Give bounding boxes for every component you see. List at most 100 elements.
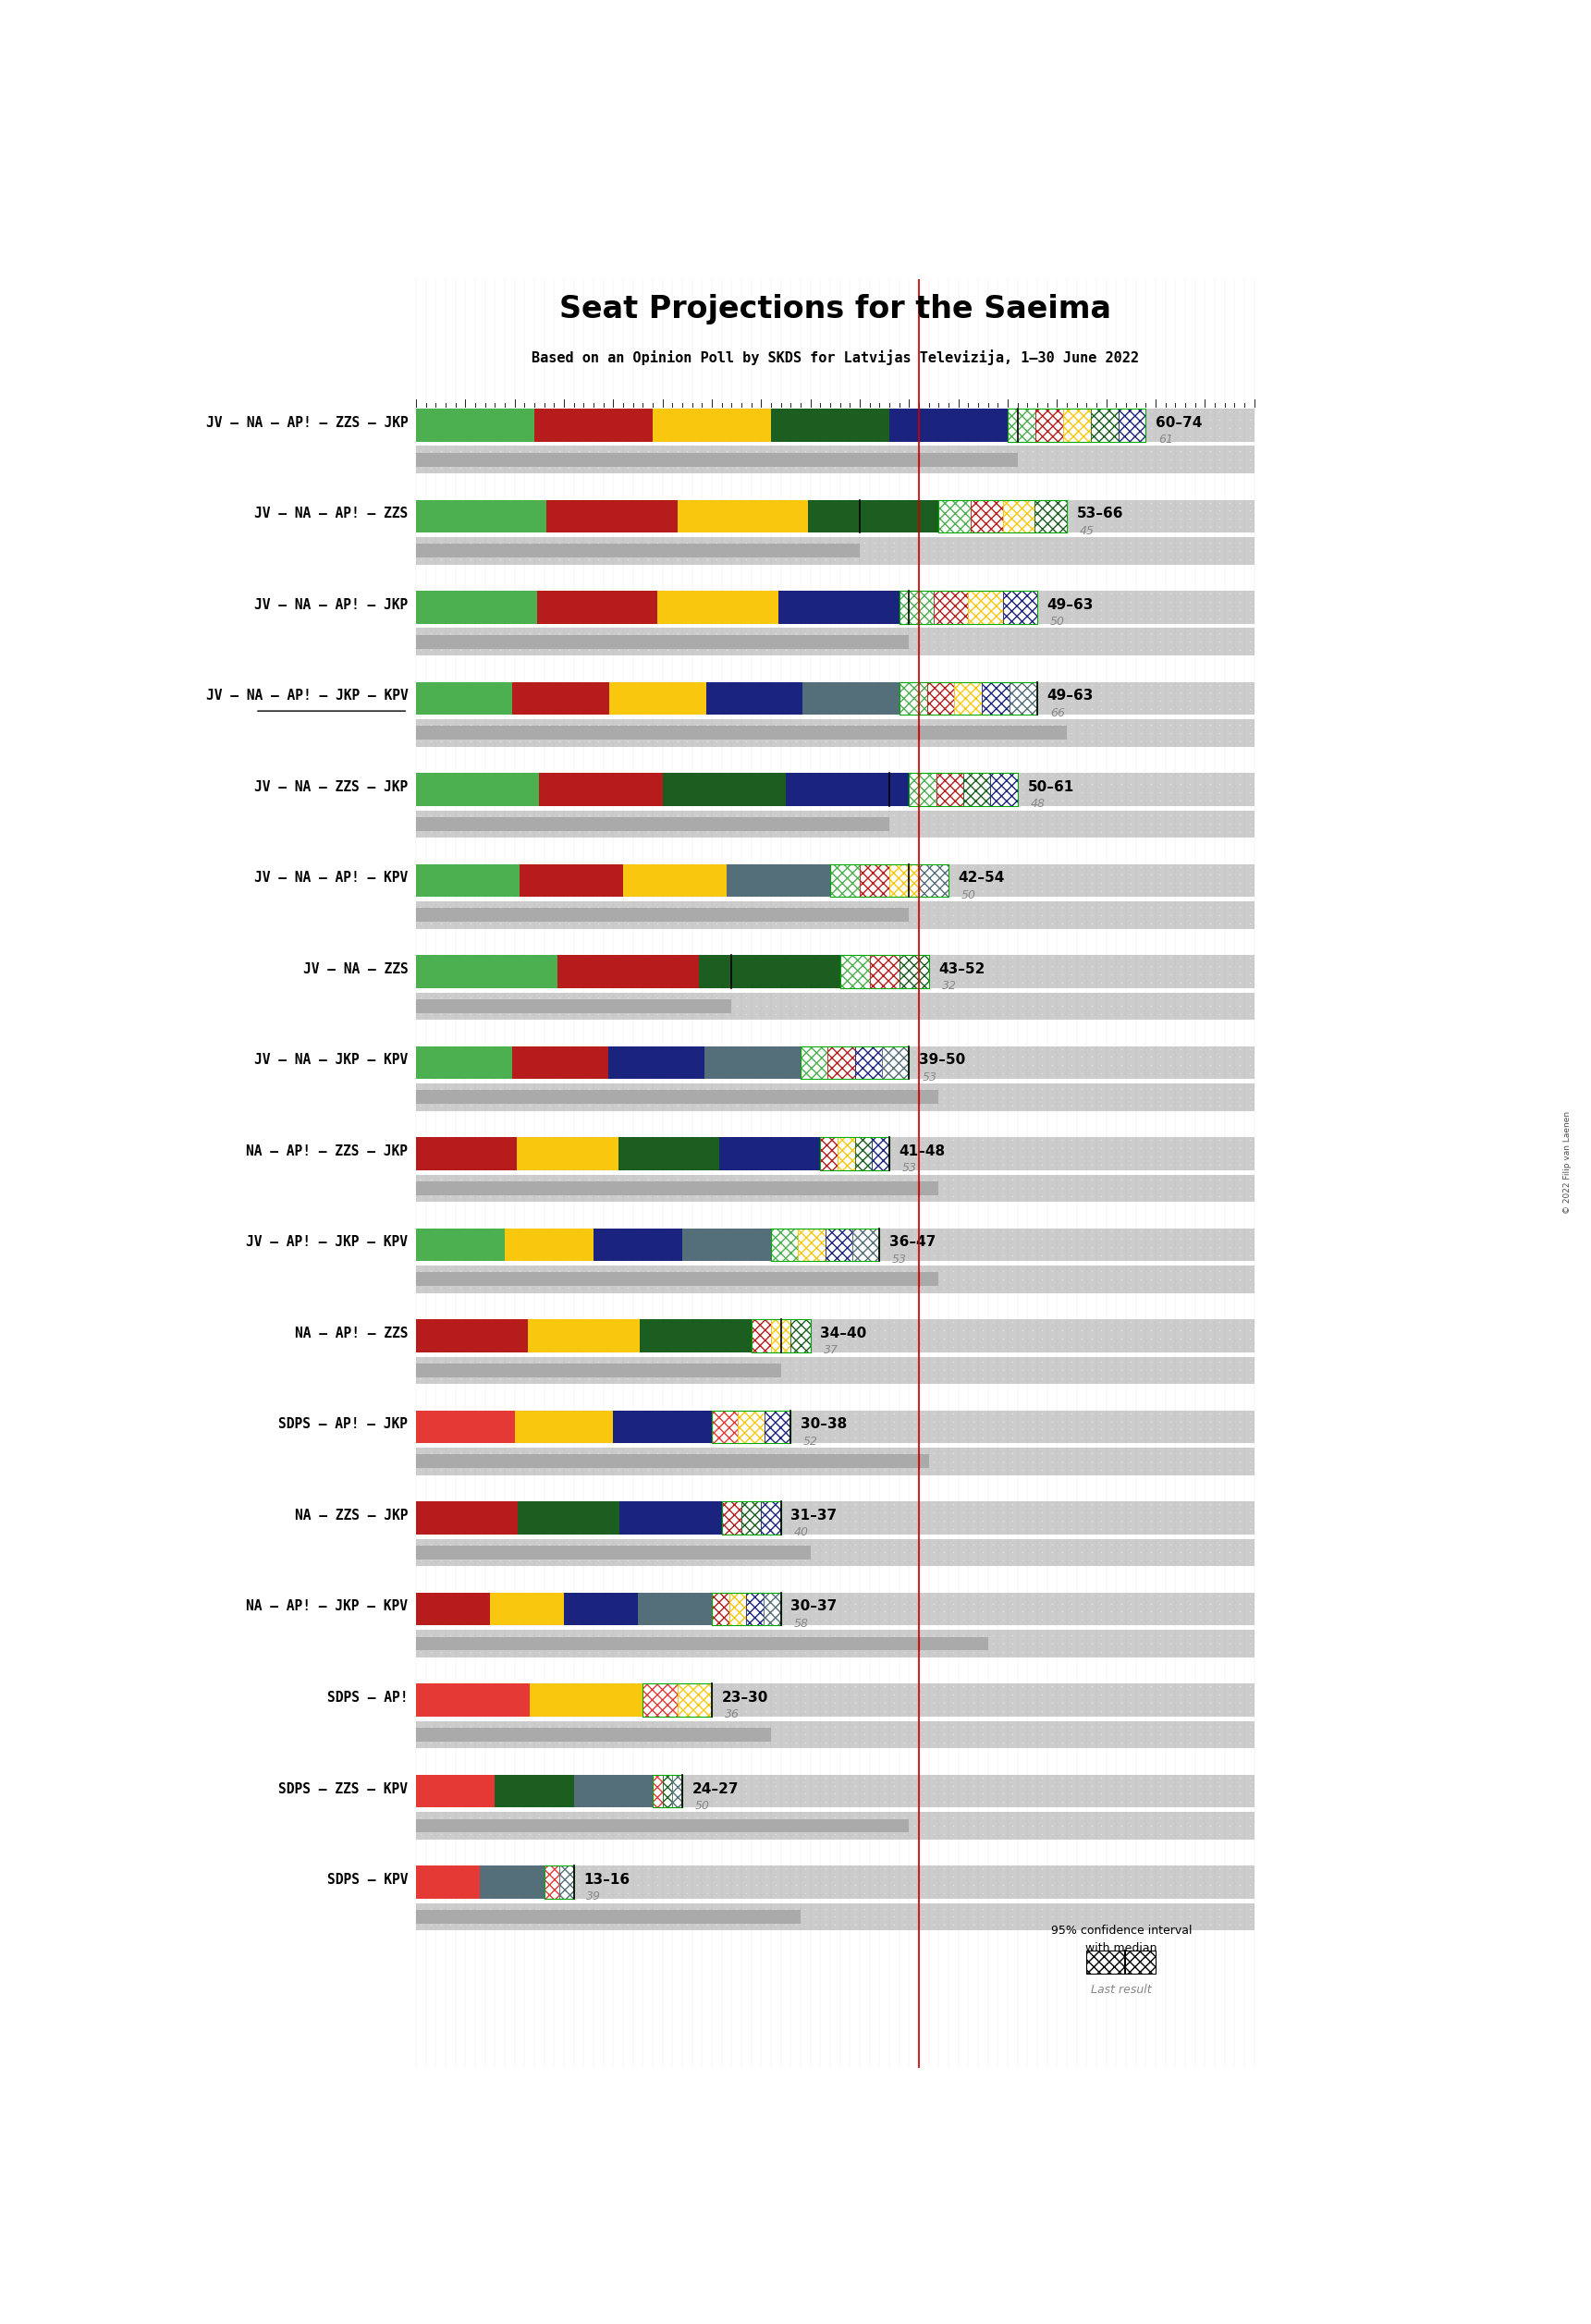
Point: [527, 690, 552, 727]
Point: [1069, 1601, 1095, 1638]
Point: [1217, 1122, 1243, 1160]
Point: [1001, 1269, 1026, 1306]
Point: [644, 432, 670, 469]
Point: [783, 690, 808, 727]
Point: [853, 865, 878, 902]
Point: [1029, 667, 1055, 704]
Point: [881, 1783, 907, 1820]
Point: [477, 1443, 503, 1480]
Point: [635, 509, 660, 546]
Point: [764, 797, 789, 834]
Point: [1236, 1815, 1262, 1852]
Point: [1128, 988, 1153, 1025]
Point: [644, 1404, 670, 1441]
Point: [940, 1808, 966, 1845]
Point: [1128, 1906, 1153, 1943]
Point: [1079, 964, 1104, 1002]
Point: [557, 449, 582, 486]
Point: [644, 1343, 670, 1380]
Point: [912, 600, 937, 637]
Point: [576, 1866, 601, 1903]
Point: [902, 590, 928, 627]
Point: [557, 1450, 582, 1487]
Point: [802, 690, 827, 727]
Point: [1039, 432, 1064, 469]
Point: [1227, 995, 1252, 1032]
Point: [921, 590, 947, 627]
Point: [616, 865, 641, 902]
Point: [764, 667, 789, 704]
Point: [477, 1320, 503, 1357]
Bar: [415, 955, 557, 988]
Point: [813, 1815, 838, 1852]
Point: [694, 1129, 719, 1167]
Point: [694, 1601, 719, 1638]
Point: [1079, 1899, 1104, 1936]
Point: [557, 855, 582, 892]
Point: [842, 1420, 867, 1457]
Point: [1098, 706, 1123, 744]
Point: [980, 806, 1006, 844]
Point: [1088, 797, 1114, 834]
Point: [1149, 432, 1174, 469]
Point: [902, 1759, 928, 1796]
Point: [506, 1875, 531, 1913]
Point: [418, 1859, 444, 1896]
Point: [823, 1624, 848, 1662]
Point: [665, 1169, 690, 1206]
Point: [1236, 1213, 1262, 1250]
Point: [438, 865, 463, 902]
Point: [1020, 1676, 1045, 1713]
Point: [458, 1624, 484, 1662]
Point: [724, 1139, 749, 1176]
Point: [635, 1343, 660, 1380]
Point: [743, 667, 768, 704]
Point: [1198, 1534, 1223, 1571]
Point: [1187, 1071, 1212, 1109]
Point: [823, 1236, 848, 1274]
Point: [1149, 1601, 1174, 1638]
Point: [902, 1815, 928, 1852]
Point: [428, 1030, 453, 1067]
Point: [853, 1129, 878, 1167]
Point: [1217, 1624, 1243, 1662]
Point: [1158, 1253, 1184, 1290]
Point: [754, 1815, 780, 1852]
Point: [902, 1724, 928, 1762]
Point: [644, 1269, 670, 1306]
Point: [703, 418, 729, 456]
Point: [447, 1394, 473, 1432]
Point: [447, 1592, 473, 1629]
Point: [517, 1859, 543, 1896]
Point: [1020, 493, 1045, 530]
Point: [1098, 1353, 1123, 1390]
Point: [1138, 995, 1163, 1032]
Point: [1010, 1088, 1036, 1125]
Point: [576, 1859, 601, 1896]
Point: [792, 1850, 818, 1887]
Point: [635, 1213, 660, 1250]
Point: [546, 667, 571, 704]
Point: [1236, 600, 1262, 637]
Point: [802, 574, 827, 611]
Point: [1039, 1669, 1064, 1706]
Point: [595, 988, 620, 1025]
Point: [1098, 1343, 1123, 1380]
Point: [1158, 978, 1184, 1016]
Point: [724, 1511, 749, 1548]
Point: [557, 1162, 582, 1199]
Point: [792, 1618, 818, 1655]
Point: [576, 1269, 601, 1306]
Point: [714, 1178, 740, 1215]
Point: [1069, 1634, 1095, 1671]
Point: [616, 1394, 641, 1432]
Point: [665, 1634, 690, 1671]
Point: [635, 449, 660, 486]
Point: [635, 1404, 660, 1441]
Point: [1069, 978, 1095, 1016]
Point: [468, 523, 493, 560]
Point: [1149, 1253, 1174, 1290]
Bar: [490, 1592, 563, 1624]
Point: [1029, 1543, 1055, 1580]
Point: [853, 1501, 878, 1538]
